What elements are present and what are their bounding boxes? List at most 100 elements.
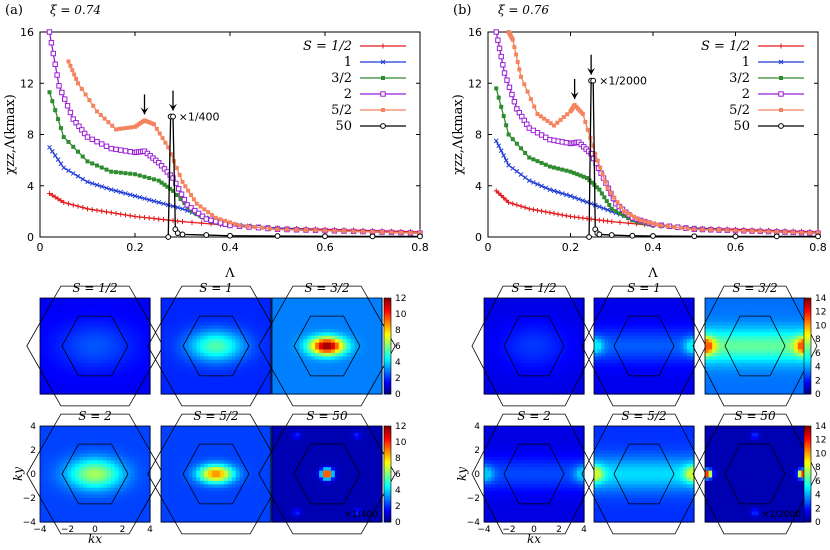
heatmap-cell bbox=[358, 383, 363, 388]
heatmap-cell bbox=[192, 346, 197, 351]
heatmap-cell bbox=[40, 318, 45, 323]
heatmap-cell bbox=[126, 349, 131, 354]
heatmap-cell bbox=[106, 352, 112, 357]
heatmap-cell bbox=[227, 515, 233, 520]
heatmap-cell bbox=[122, 480, 128, 485]
heatmap-cell bbox=[235, 346, 241, 351]
heatmap-cell bbox=[346, 328, 352, 333]
heatmap-cell bbox=[71, 511, 76, 516]
heatmap-cell bbox=[212, 366, 217, 371]
heatmap-cell bbox=[263, 443, 268, 448]
series-marker bbox=[538, 114, 543, 119]
heatmap-cell bbox=[267, 328, 272, 333]
heatmap-cell bbox=[95, 429, 100, 434]
heatmap-cell bbox=[208, 470, 213, 475]
heatmap-cell bbox=[196, 487, 201, 492]
heatmap-cell bbox=[338, 390, 344, 395]
heatmap-cell bbox=[255, 484, 260, 489]
heatmap-cell bbox=[311, 390, 316, 395]
heatmap-cell bbox=[67, 504, 73, 509]
series-marker bbox=[66, 139, 71, 144]
heatmap-cell bbox=[319, 335, 324, 340]
heatmap-cell bbox=[239, 504, 245, 509]
heatmap-cell bbox=[161, 494, 166, 499]
heatmap-cell bbox=[247, 508, 252, 513]
heatmap-cell bbox=[161, 477, 166, 482]
heatmap-cell bbox=[283, 339, 289, 344]
heatmap-cell bbox=[212, 387, 217, 392]
heatmap-cell bbox=[219, 450, 225, 455]
series-marker bbox=[558, 117, 563, 122]
heatmap-cell bbox=[319, 301, 324, 306]
heatmap-cell bbox=[59, 352, 65, 357]
heatmap-cell bbox=[295, 315, 301, 320]
heatmap-cell bbox=[275, 491, 281, 496]
heatmap-cell bbox=[243, 346, 249, 351]
heatmap-cell bbox=[172, 474, 178, 479]
heatmap-cell bbox=[146, 511, 151, 516]
heatmap-cell bbox=[118, 390, 124, 395]
heatmap-cell bbox=[204, 436, 209, 441]
heatmap-cell bbox=[267, 390, 272, 395]
heatmap-cell bbox=[71, 349, 76, 354]
series-marker bbox=[125, 125, 130, 130]
heatmap-cell bbox=[287, 332, 293, 337]
heatmap-cell bbox=[106, 304, 112, 309]
heatmap-cell bbox=[146, 515, 151, 520]
heatmap-cell bbox=[168, 439, 174, 444]
heatmap-cell bbox=[208, 426, 213, 431]
heatmap-cell bbox=[330, 315, 336, 320]
heatmap-cell bbox=[95, 332, 100, 337]
heatmap-cell bbox=[227, 494, 233, 499]
heatmap-cell bbox=[67, 467, 73, 472]
heatmap-cell bbox=[168, 363, 174, 368]
heatmap-cell bbox=[227, 366, 233, 371]
heatmap-cell bbox=[196, 467, 201, 472]
heatmap-cell bbox=[223, 508, 229, 513]
heatmap-cell bbox=[142, 429, 147, 434]
heatmap-cell bbox=[43, 352, 49, 357]
heatmap-cell bbox=[134, 480, 139, 485]
heatmap-cell bbox=[176, 501, 182, 506]
series-marker bbox=[161, 166, 168, 172]
heatmap-cell bbox=[283, 436, 289, 441]
heatmap-cell bbox=[51, 494, 57, 499]
heatmap-cell bbox=[307, 339, 312, 344]
heatmap-cell bbox=[279, 301, 285, 306]
heatmap-cell bbox=[223, 501, 229, 506]
heatmap-cell bbox=[287, 426, 293, 431]
xi-label: ξ = 0.76 bbox=[498, 3, 549, 17]
heatmap-cell bbox=[47, 373, 53, 378]
heatmap-cell bbox=[275, 443, 281, 448]
heatmap-cell bbox=[164, 446, 170, 451]
heatmap-cell bbox=[106, 501, 112, 506]
heatmap-cell bbox=[87, 491, 92, 496]
heatmap-cell bbox=[114, 315, 120, 320]
heatmap-cell bbox=[251, 432, 256, 437]
heatmap-cell bbox=[87, 318, 92, 323]
heatmap-cell bbox=[67, 301, 73, 306]
heatmap-cell bbox=[146, 387, 151, 392]
series-marker bbox=[118, 147, 124, 153]
heatmap-cell bbox=[71, 332, 76, 337]
heatmap-cell bbox=[114, 332, 120, 337]
heatmap-cell bbox=[172, 390, 178, 395]
heatmap-cell bbox=[287, 429, 293, 434]
heatmap-cell bbox=[95, 436, 100, 441]
heatmap-cell bbox=[247, 346, 252, 351]
heatmap-cell bbox=[330, 352, 336, 357]
heatmap-cell bbox=[95, 315, 100, 320]
heatmap-cell bbox=[138, 390, 143, 395]
heatmap-cell bbox=[204, 315, 209, 320]
heatmap-cell bbox=[114, 352, 120, 357]
heatmap-cell bbox=[358, 356, 363, 361]
heatmap-cell bbox=[138, 373, 143, 378]
heatmap-cell bbox=[259, 426, 264, 431]
heatmap-cell bbox=[192, 363, 197, 368]
heatmap-cell bbox=[98, 356, 104, 361]
heatmap-cell bbox=[287, 380, 293, 385]
heatmap-cell bbox=[378, 387, 383, 392]
heatmap-cell bbox=[200, 460, 205, 465]
series-marker bbox=[98, 113, 103, 118]
series-marker bbox=[609, 206, 614, 211]
